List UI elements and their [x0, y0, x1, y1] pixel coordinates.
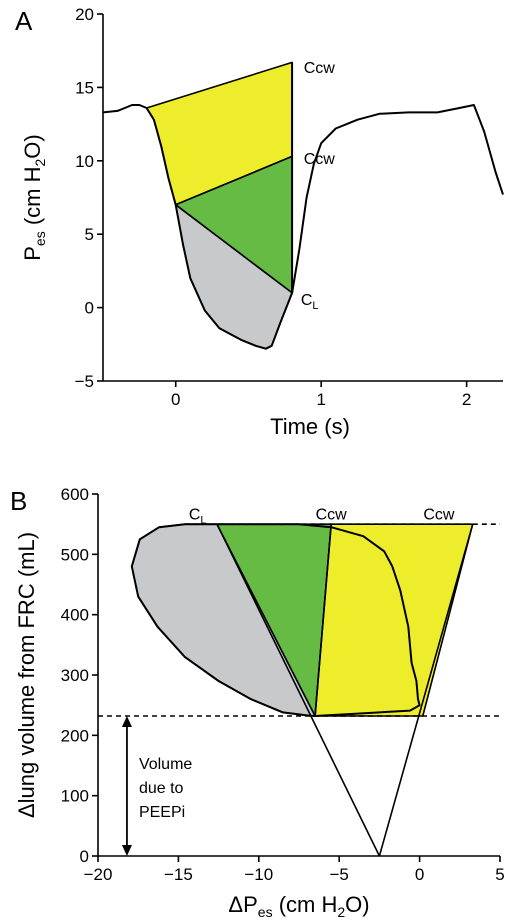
- panel-label: A: [15, 6, 33, 36]
- x-tick-label: 2: [462, 390, 471, 409]
- x-tick-label: 0: [171, 390, 180, 409]
- peepi-arrow-head-up: [121, 716, 132, 728]
- compliance-label: CL: [301, 292, 319, 312]
- chest-wall-right-region: [314, 523, 474, 717]
- chest-wall-line: [378, 523, 474, 857]
- y-tick-label: 200: [61, 726, 89, 745]
- y-tick-label: 500: [61, 545, 89, 564]
- x-tick-label: 1: [316, 390, 325, 409]
- peepi-label-line: PEEPi: [139, 804, 185, 821]
- compliance-label: CL: [189, 506, 207, 526]
- y-tick-label: 300: [61, 666, 89, 685]
- y-tick-label: 0: [80, 847, 89, 866]
- panel-label: B: [10, 486, 27, 516]
- y-tick-label: 600: [61, 485, 89, 504]
- y-tick-label: 10: [75, 152, 94, 171]
- peepi-label-line: Volume: [139, 756, 192, 773]
- panel-A: 0 1 2 −5 0 5 10 15 20 Ccw Ccw CL A Time (s) Pes (cm H2…: [15, 5, 504, 439]
- y-tick-label: 400: [61, 606, 89, 625]
- y-tick-label: 15: [75, 78, 94, 97]
- x-tick-label: −15: [164, 865, 193, 884]
- x-tick-label: −5: [330, 865, 349, 884]
- x-tick-label: −10: [244, 865, 273, 884]
- y-axis-label: Δlung volume from FRC (mL): [14, 532, 39, 818]
- x-tick-label: 5: [495, 865, 504, 884]
- pressure-trace: [102, 104, 504, 350]
- y-tick-label: −5: [75, 372, 94, 391]
- y-axis-label: Pes (cm H2O): [20, 134, 48, 261]
- peepi-label-line: due to: [139, 780, 184, 797]
- x-tick-label: 0: [415, 865, 424, 884]
- pressure-volume-loop: [130, 523, 421, 717]
- compliance-label: Ccw: [304, 60, 336, 77]
- peepi-arrow-head-down: [121, 845, 132, 856]
- compliance-label: Ccw: [316, 506, 348, 523]
- y-tick-label: 5: [85, 225, 94, 244]
- x-axis-label: Time (s): [270, 414, 350, 439]
- lung-compliance-line: [216, 523, 381, 857]
- left-green-edge: [314, 524, 332, 717]
- compliance-label: Ccw: [304, 151, 336, 168]
- y-tick-label: 0: [85, 299, 94, 318]
- y-tick-label: 20: [75, 5, 94, 24]
- x-axis-label: ΔPes (cm H2O): [228, 892, 369, 920]
- y-tick-label: 100: [61, 787, 89, 806]
- compliance-label: Ccw: [423, 506, 455, 523]
- x-tick-label: −20: [84, 865, 113, 884]
